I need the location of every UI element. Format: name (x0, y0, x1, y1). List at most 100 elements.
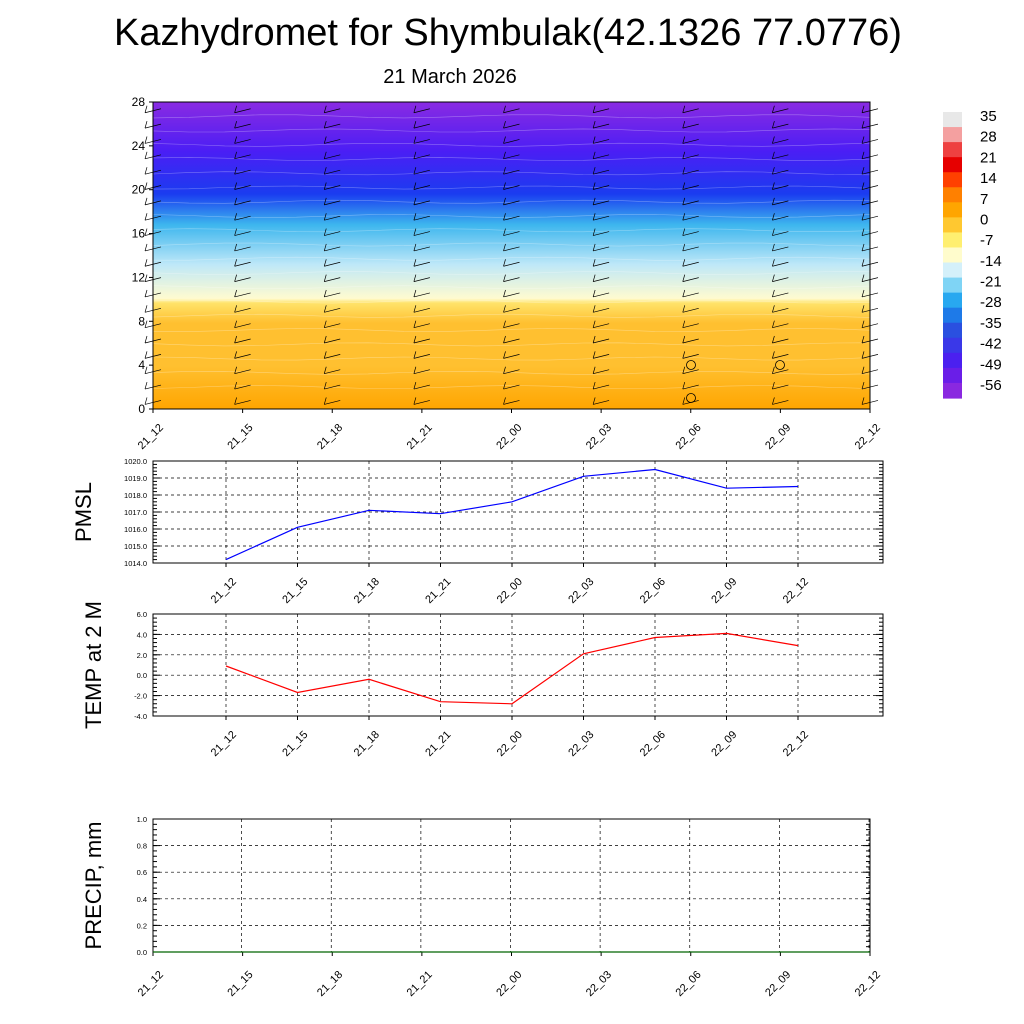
wind-barb (682, 274, 699, 282)
colorbar-label: -7 (980, 232, 993, 249)
colorbar-swatch (943, 322, 962, 339)
wind-barb (592, 228, 610, 236)
x-tick-label: 22_09 (763, 422, 793, 452)
contour-line (152, 228, 871, 233)
station-marker (775, 360, 785, 370)
wind-barb (234, 320, 251, 329)
wind-barb (323, 397, 341, 405)
wind-barb (413, 259, 430, 267)
wind-barb (413, 289, 430, 298)
y-axis-title: PMSL (71, 482, 96, 542)
y-tick-label: 4 (138, 358, 145, 372)
wind-barb (323, 182, 341, 190)
wind-barb (592, 305, 610, 313)
x-tick-label: 22_03 (584, 969, 614, 999)
y-tick-label: 6.0 (137, 610, 147, 619)
wind-barb (413, 136, 430, 144)
wind-barb (323, 197, 341, 206)
colorbar-label: 28 (980, 129, 997, 146)
wind-barb (503, 366, 520, 375)
wind-barb (772, 335, 789, 344)
wind-barb (323, 381, 341, 390)
wind-barb (772, 213, 789, 221)
wind-barb (323, 366, 341, 375)
wind-barb (772, 182, 789, 190)
y-tick-label: 0.8 (137, 842, 147, 851)
wind-barb (503, 351, 520, 359)
contour-line (152, 285, 871, 290)
x-tick-label: 22_00 (494, 969, 524, 999)
wind-barb (323, 259, 341, 267)
y-tick-label: 1017.0 (124, 508, 147, 517)
colorbar-swatch (943, 172, 962, 188)
contour-line (152, 370, 871, 375)
colorbar-swatch (943, 217, 962, 234)
wind-barb (503, 151, 520, 160)
x-tick-label: 22_12 (853, 969, 883, 999)
panel-frame (152, 613, 884, 717)
wind-barb (234, 305, 251, 313)
wind-barb (503, 289, 520, 298)
x-tick-label: 21_18 (315, 422, 345, 452)
x-tick-label: 22_12 (853, 422, 883, 452)
colorbar: 35 28 21 14 7 0 -7 -14 -21 -28 -35 -42 -49 -56 (943, 108, 1002, 399)
wind-barb (682, 182, 699, 190)
wind-barb (503, 105, 520, 114)
y-tick-label: 24 (132, 139, 146, 153)
y-tick-label: -4.0 (134, 712, 147, 721)
x-tick-label: 22_09 (709, 576, 739, 606)
contour-line (152, 313, 871, 318)
y-tick-label: 12 (132, 270, 146, 284)
wind-barb (592, 197, 610, 206)
wind-barb (413, 228, 430, 236)
contour-line (152, 385, 871, 389)
station-marker (686, 393, 696, 403)
contour-line (152, 299, 871, 304)
wind-barb (503, 259, 520, 267)
x-tick-label: 22_12 (781, 729, 811, 759)
colorbar-swatch (943, 382, 962, 399)
wind-barb (234, 366, 251, 375)
wind-barb (592, 182, 610, 190)
x-tick-label: 22_12 (781, 576, 811, 606)
y-axis-title: PRECIP, mm (81, 822, 106, 950)
wind-barb (413, 213, 430, 221)
colorbar-swatch (943, 247, 962, 264)
temperature-cross-section: 0 4 8 12 16 20 24 28 21_12 21_15 21_18 21_21 22_00 22… (132, 95, 883, 452)
wind-barb (503, 136, 520, 144)
wind-barb (682, 381, 699, 390)
x-tick-label: 22_09 (709, 729, 739, 759)
colorbar-swatch (943, 202, 962, 218)
wind-barb (234, 228, 251, 236)
wind-barb (413, 105, 430, 114)
x-tick-label: 22_06 (638, 729, 668, 759)
wind-barb (592, 366, 610, 375)
wind-barb (503, 320, 520, 329)
wind-barb (503, 305, 520, 313)
series-line (225, 632, 799, 705)
wind-barb (682, 305, 699, 313)
wind-barb (592, 259, 610, 267)
wind-barb (682, 213, 699, 221)
wind-barb (234, 335, 251, 344)
y-tick-label: 8 (138, 314, 145, 328)
wind-barb (772, 228, 789, 236)
colorbar-swatch (943, 112, 962, 128)
wind-barb (772, 151, 789, 160)
wind-barb (413, 397, 430, 405)
wind-barb (323, 243, 341, 252)
wind-barb (503, 243, 520, 252)
colorbar-swatch (943, 337, 962, 354)
contour-line (152, 328, 871, 332)
wind-barb (592, 167, 610, 175)
contour-line (152, 142, 871, 147)
wind-barb (682, 136, 699, 144)
station-marker (686, 360, 696, 370)
y-tick-label: 0.2 (137, 921, 147, 930)
wind-barb (592, 289, 610, 298)
wind-barb (772, 121, 789, 129)
wind-barb (234, 274, 251, 282)
heatmap-field (153, 102, 870, 409)
colorbar-label: 14 (980, 170, 997, 187)
